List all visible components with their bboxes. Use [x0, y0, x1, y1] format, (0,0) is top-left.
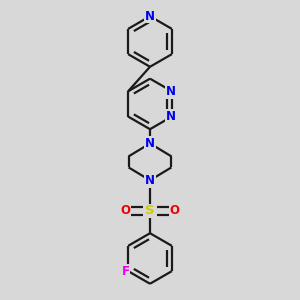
Text: F: F — [122, 265, 130, 278]
Text: N: N — [165, 85, 176, 98]
Text: S: S — [145, 204, 155, 218]
Text: N: N — [145, 174, 155, 187]
Text: N: N — [165, 110, 176, 123]
Text: O: O — [121, 204, 130, 218]
Text: O: O — [169, 204, 179, 218]
Text: N: N — [145, 137, 155, 150]
Text: N: N — [145, 10, 155, 23]
